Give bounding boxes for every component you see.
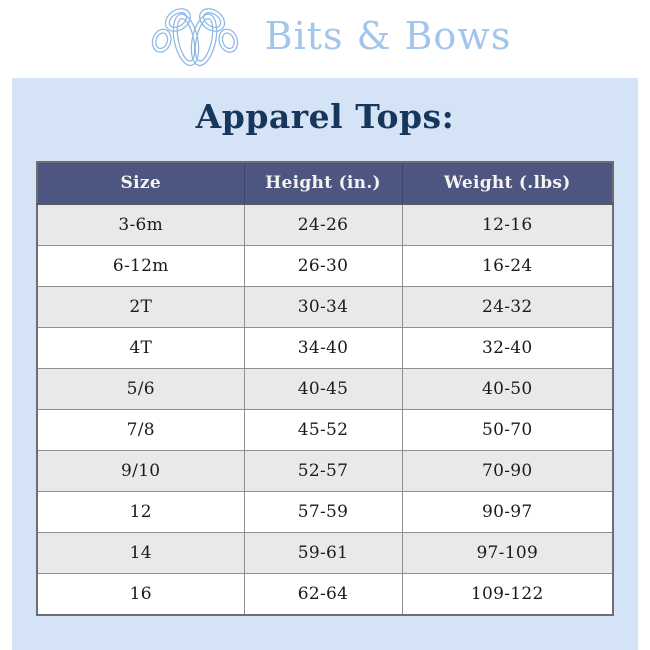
table-cell: 3-6m	[36, 203, 245, 246]
content-panel: Apparel Tops: Size Height (in.) Weight (…	[12, 78, 638, 650]
header-row: Size Height (in.) Weight (.lbs)	[36, 161, 614, 205]
table-cell: 70-90	[401, 449, 614, 492]
table-cell: 14	[36, 531, 245, 574]
column-header-weight: Weight (.lbs)	[401, 161, 614, 205]
table-row: 5/6 40-45 40-50	[36, 367, 614, 410]
table-cell: 40-50	[401, 367, 614, 410]
table-row: 2T 30-34 24-32	[36, 285, 614, 328]
table-cell: 16-24	[401, 244, 614, 287]
table-cell: 30-34	[243, 285, 403, 328]
brand-header: Bits & Bows	[0, 0, 650, 78]
table-cell: 24-26	[243, 203, 403, 246]
brand-wordmark: Bits & Bows	[264, 14, 512, 58]
bows-monogram-icon	[139, 0, 251, 78]
table-row: 3-6m 24-26 12-16	[36, 203, 614, 246]
table-cell: 6-12m	[36, 244, 245, 287]
table-cell: 26-30	[243, 244, 403, 287]
table-cell: 12-16	[401, 203, 614, 246]
table-cell: 32-40	[401, 326, 614, 369]
size-table-header: Size Height (in.) Weight (.lbs)	[36, 161, 614, 205]
table-cell: 52-57	[243, 449, 403, 492]
table-row: 12 57-59 90-97	[36, 490, 614, 533]
table-cell: 5/6	[36, 367, 245, 410]
page-title: Apparel Tops:	[195, 97, 455, 136]
size-table-body: 3-6m 24-26 12-16 6-12m 26-30 16-24 2T 30-34 24-3…	[36, 203, 614, 616]
table-cell: 34-40	[243, 326, 403, 369]
table-row: 6-12m 26-30 16-24	[36, 244, 614, 287]
table-row: 4T 34-40 32-40	[36, 326, 614, 369]
table-cell: 7/8	[36, 408, 245, 451]
table-cell: 59-61	[243, 531, 403, 574]
table-cell: 57-59	[243, 490, 403, 533]
size-chart-table: Size Height (in.) Weight (.lbs) 3-6m 24-2…	[36, 160, 614, 616]
table-cell: 24-32	[401, 285, 614, 328]
table-cell: 97-109	[401, 531, 614, 574]
table-cell: 62-64	[243, 572, 403, 616]
table-row: 16 62-64 109-122	[36, 572, 614, 616]
table-cell: 40-45	[243, 367, 403, 410]
table-cell: 2T	[36, 285, 245, 328]
column-header-size: Size	[36, 161, 245, 205]
table-cell: 16	[36, 572, 245, 616]
table-row: 7/8 45-52 50-70	[36, 408, 614, 451]
table-cell: 90-97	[401, 490, 614, 533]
table-cell: 109-122	[401, 572, 614, 616]
table-row: 14 59-61 97-109	[36, 531, 614, 574]
table-cell: 50-70	[401, 408, 614, 451]
table-cell: 4T	[36, 326, 245, 369]
table-row: 9/10 52-57 70-90	[36, 449, 614, 492]
table-cell: 9/10	[36, 449, 245, 492]
column-header-height: Height (in.)	[243, 161, 403, 205]
table-cell: 45-52	[243, 408, 403, 451]
table-cell: 12	[36, 490, 245, 533]
